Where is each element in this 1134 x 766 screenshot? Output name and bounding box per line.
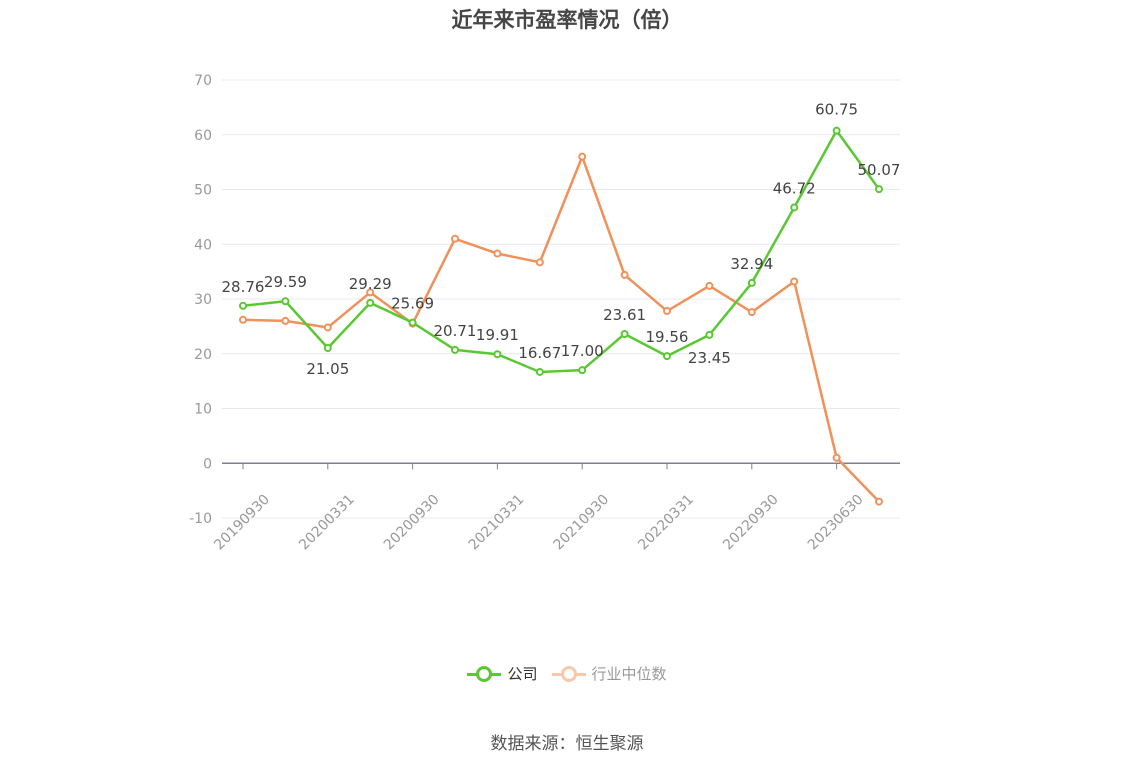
legend-item-company[interactable]: 公司 xyxy=(467,663,538,684)
legend-company-label: 公司 xyxy=(507,665,538,683)
y-tick-label: -10 xyxy=(189,511,212,527)
legend-company-marker xyxy=(467,665,502,682)
data-point xyxy=(875,497,883,506)
data-label: 50.07 xyxy=(858,161,901,179)
y-tick-label: 0 xyxy=(203,456,212,472)
data-label: 29.59 xyxy=(264,273,307,291)
data-label: 23.45 xyxy=(688,349,731,367)
data-point xyxy=(832,453,841,462)
data-point xyxy=(747,308,756,317)
data-label: 46.72 xyxy=(773,179,816,197)
data-point xyxy=(790,203,799,212)
data-source: 数据来源：恒生聚源 xyxy=(490,734,644,754)
data-point xyxy=(747,278,756,287)
data-point xyxy=(875,185,883,194)
y-tick-label: 10 xyxy=(194,402,212,418)
data-label: 28.76 xyxy=(222,278,265,296)
data-label: 19.91 xyxy=(476,326,519,344)
data-point xyxy=(705,330,714,339)
data-label: 25.69 xyxy=(391,295,434,313)
y-tick-label: 20 xyxy=(194,347,212,363)
data-point xyxy=(663,307,671,316)
x-tick-label: 20200930 xyxy=(381,492,443,554)
data-label: 23.61 xyxy=(603,306,646,324)
data-point xyxy=(578,366,587,375)
x-tick-label: 20210930 xyxy=(551,492,613,554)
legend-industry-label: 行业中位数 xyxy=(591,665,667,683)
chart-legend: 公司 行业中位数 xyxy=(0,663,1134,684)
data-point xyxy=(451,234,459,243)
data-label: 60.75 xyxy=(815,101,858,119)
legend-item-industry-median[interactable]: 行业中位数 xyxy=(551,663,667,684)
data-point xyxy=(620,270,629,279)
data-point xyxy=(366,298,375,307)
data-point xyxy=(239,315,247,324)
line-chart: -10 0 10 20 30 40 50 60 70 20190930 20200331 202009… xyxy=(189,73,901,554)
data-point xyxy=(620,329,629,338)
data-point xyxy=(323,323,332,332)
y-tick-label: 60 xyxy=(194,128,212,144)
data-label: 21.05 xyxy=(306,360,349,378)
x-tick-label: 20220331 xyxy=(635,492,697,554)
x-tick-label: 20210331 xyxy=(466,492,528,554)
x-tick-label: 20230630 xyxy=(805,492,867,554)
data-point xyxy=(493,249,502,258)
y-tick-label: 50 xyxy=(194,183,212,199)
data-point xyxy=(578,152,587,161)
series-line-1 xyxy=(242,155,880,503)
legend-industry-marker xyxy=(551,665,586,682)
y-tick-label: 30 xyxy=(194,292,212,308)
x-tick-label: 20190930 xyxy=(211,492,273,554)
data-label: 29.29 xyxy=(349,275,392,293)
data-point xyxy=(366,288,375,297)
data-label: 19.56 xyxy=(646,328,689,346)
y-tick-label: 40 xyxy=(194,237,212,253)
data-point xyxy=(281,297,290,306)
data-point xyxy=(790,277,799,286)
y-tick-label: 70 xyxy=(194,73,212,89)
data-label: 32.94 xyxy=(730,255,773,273)
data-point xyxy=(705,281,714,290)
data-point xyxy=(493,350,502,359)
data-point xyxy=(323,344,332,353)
data-label: 17.00 xyxy=(561,342,604,360)
data-point xyxy=(535,367,544,376)
x-tick-label: 20200331 xyxy=(296,492,358,554)
x-tick-label: 20220930 xyxy=(720,492,782,554)
data-point xyxy=(408,318,417,327)
data-label: 20.71 xyxy=(434,322,477,340)
data-point xyxy=(663,352,671,361)
data-point xyxy=(239,301,247,310)
series-line-0 xyxy=(242,129,881,374)
data-label: 16.67 xyxy=(518,344,561,362)
data-point xyxy=(281,316,290,325)
data-point xyxy=(451,345,459,354)
chart-title: 近年来市盈率情况（倍） xyxy=(451,8,683,32)
data-point xyxy=(832,126,841,135)
data-point xyxy=(535,258,544,267)
